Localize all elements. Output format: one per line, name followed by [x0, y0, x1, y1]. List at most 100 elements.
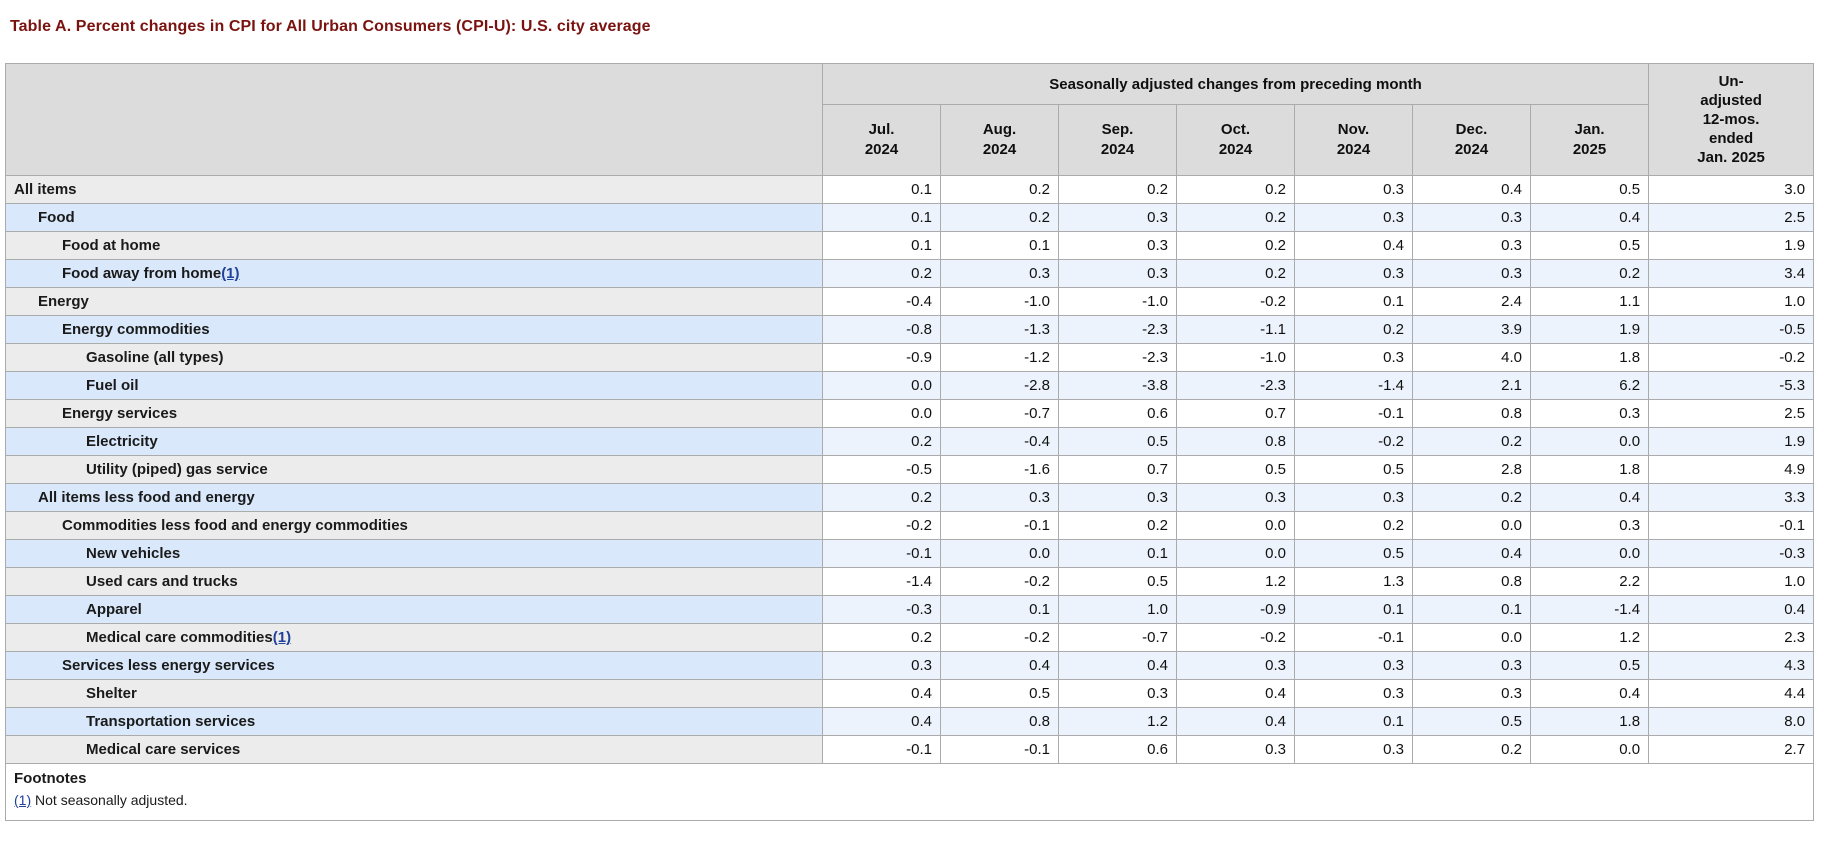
value-cell: 0.1 [940, 595, 1059, 624]
unadjusted-value-cell: 1.9 [1648, 231, 1815, 260]
table-row: New vehicles -0.1 0.0 0.1 0.0 0.5 0.4 0.0 -0.3 [5, 539, 1815, 568]
value-cell: -0.9 [822, 343, 941, 372]
value-cell: 0.3 [1294, 679, 1413, 708]
table-row: Gasoline (all types) -0.9 -1.2 -2.3 -1.0 0.3 4… [5, 343, 1815, 372]
value-cell: -0.3 [822, 595, 941, 624]
row-label: Transportation services [86, 713, 256, 730]
value-cell: 0.5 [1176, 455, 1295, 484]
footnote-link[interactable]: (1) [14, 792, 32, 808]
unadjusted-value-cell: 4.9 [1648, 455, 1815, 484]
value-cell: 0.5 [1294, 455, 1413, 484]
unadjusted-value-cell: -0.2 [1648, 343, 1815, 372]
table-row: Transportation services 0.4 0.8 1.2 0.4 0.1 0.… [5, 707, 1815, 736]
month-column-header: Nov. 2024 [1294, 104, 1413, 176]
unadjusted-value-cell: 8.0 [1648, 707, 1815, 736]
value-cell: -2.3 [1058, 315, 1177, 344]
footnote-text: Not seasonally adjusted. [35, 792, 188, 808]
value-cell: -1.0 [1176, 343, 1295, 372]
table-body: All items 0.1 0.2 0.2 0.2 0.3 0.4 0.5 3.0 Food 0.1… [5, 175, 1815, 764]
value-cell: 0.2 [1176, 231, 1295, 260]
table-row: Medical care services -0.1 -0.1 0.6 0.3 0.3 0.… [5, 735, 1815, 764]
row-label: Food at home [62, 237, 161, 254]
value-cell: 6.2 [1529, 371, 1650, 400]
table-row: All items 0.1 0.2 0.2 0.2 0.3 0.4 0.5 3.0 [5, 175, 1815, 204]
row-label-cell: Used cars and trucks [5, 567, 823, 596]
value-cell: -0.2 [1176, 287, 1295, 316]
value-cell: -0.1 [940, 735, 1059, 764]
table-row: Commodities less food and energy commodi… [5, 511, 1815, 540]
value-cell: 0.8 [1412, 567, 1531, 596]
value-cell: -2.3 [1176, 371, 1295, 400]
row-label-cell: New vehicles [5, 539, 823, 568]
table-row: Used cars and trucks -1.4 -0.2 0.5 1.2 1.3 0.8… [5, 567, 1815, 596]
value-cell: 0.0 [1412, 623, 1531, 652]
value-cell: 0.3 [1294, 203, 1413, 232]
footnote-ref-link[interactable]: (1) [272, 629, 292, 646]
unadjusted-value-cell: 3.3 [1648, 483, 1815, 512]
value-cell: 0.3 [1412, 203, 1531, 232]
value-cell: 0.1 [1294, 287, 1413, 316]
table-row: Apparel -0.3 0.1 1.0 -0.9 0.1 0.1 -1.4 0.4 [5, 595, 1815, 624]
value-cell: 2.1 [1412, 371, 1531, 400]
value-cell: 0.5 [1529, 651, 1650, 680]
value-cell: 0.3 [822, 651, 941, 680]
value-cell: 0.2 [1058, 511, 1177, 540]
value-cell: 0.1 [1294, 595, 1413, 624]
value-cell: 0.3 [1294, 259, 1413, 288]
value-cell: 0.1 [1058, 539, 1177, 568]
value-cell: 0.8 [1412, 399, 1531, 428]
table-row: Utility (piped) gas service -0.5 -1.6 0.7 0.… [5, 455, 1815, 484]
value-cell: 1.3 [1294, 567, 1413, 596]
value-cell: 0.3 [1058, 203, 1177, 232]
value-cell: 0.3 [1058, 483, 1177, 512]
value-cell: 4.0 [1412, 343, 1531, 372]
unadjusted-header-line: adjusted [1700, 92, 1762, 109]
value-cell: 1.9 [1529, 315, 1650, 344]
unadjusted-value-cell: 2.5 [1648, 203, 1815, 232]
value-cell: 0.4 [1412, 175, 1531, 204]
row-label: Apparel [86, 601, 142, 618]
unadjusted-value-cell: 1.0 [1648, 287, 1815, 316]
footnote-ref-link[interactable]: (1) [221, 265, 240, 282]
value-cell: -1.1 [1176, 315, 1295, 344]
value-cell: 0.2 [1176, 259, 1295, 288]
value-cell: -0.2 [1294, 427, 1413, 456]
value-cell: -0.2 [940, 567, 1059, 596]
unadjusted-value-cell: -0.5 [1648, 315, 1815, 344]
unadjusted-column-header: Un-adjusted 12-mos. ended Jan. 2025 [1648, 63, 1815, 176]
table-row: Energy commodities -0.8 -1.3 -2.3 -1.1 0.2 3.9… [5, 315, 1815, 344]
year-label: 2024 [982, 141, 1017, 158]
value-cell: -0.2 [822, 511, 941, 540]
unadjusted-header-line: 12-mos. [1702, 111, 1760, 128]
unadjusted-value-cell: 1.9 [1648, 427, 1815, 456]
value-cell: 0.2 [1529, 259, 1650, 288]
value-cell: 2.8 [1412, 455, 1531, 484]
value-cell: 0.1 [822, 231, 941, 260]
value-cell: 0.3 [940, 259, 1059, 288]
value-cell: 0.4 [1529, 483, 1650, 512]
unadjusted-value-cell: 2.7 [1648, 735, 1815, 764]
value-cell: 0.4 [1176, 707, 1295, 736]
value-cell: 0.3 [1412, 651, 1531, 680]
value-cell: 0.3 [1058, 231, 1177, 260]
row-label: Medical care services [86, 741, 241, 758]
value-cell: 0.8 [1176, 427, 1295, 456]
value-cell: 0.0 [822, 371, 941, 400]
value-cell: 2.4 [1412, 287, 1531, 316]
value-cell: 1.1 [1529, 287, 1650, 316]
row-label: Shelter [86, 685, 137, 702]
row-label: Used cars and trucks [86, 573, 238, 590]
table-row: Medical care commodities(1) 0.2 -0.2 -0.7 -0… [5, 623, 1815, 652]
value-cell: -0.5 [822, 455, 941, 484]
row-label-cell: Commodities less food and energy commodi… [5, 511, 823, 540]
value-cell: -0.1 [1294, 623, 1413, 652]
value-cell: 0.4 [940, 651, 1059, 680]
value-cell: 0.3 [1529, 511, 1650, 540]
value-cell: 0.3 [1058, 679, 1177, 708]
value-cell: -1.4 [1294, 371, 1413, 400]
unadjusted-value-cell: 0.4 [1648, 595, 1815, 624]
value-cell: 0.3 [1294, 483, 1413, 512]
month-label: Dec. [1455, 121, 1488, 138]
month-label: Oct. [1220, 121, 1251, 138]
value-cell: -0.1 [1294, 399, 1413, 428]
